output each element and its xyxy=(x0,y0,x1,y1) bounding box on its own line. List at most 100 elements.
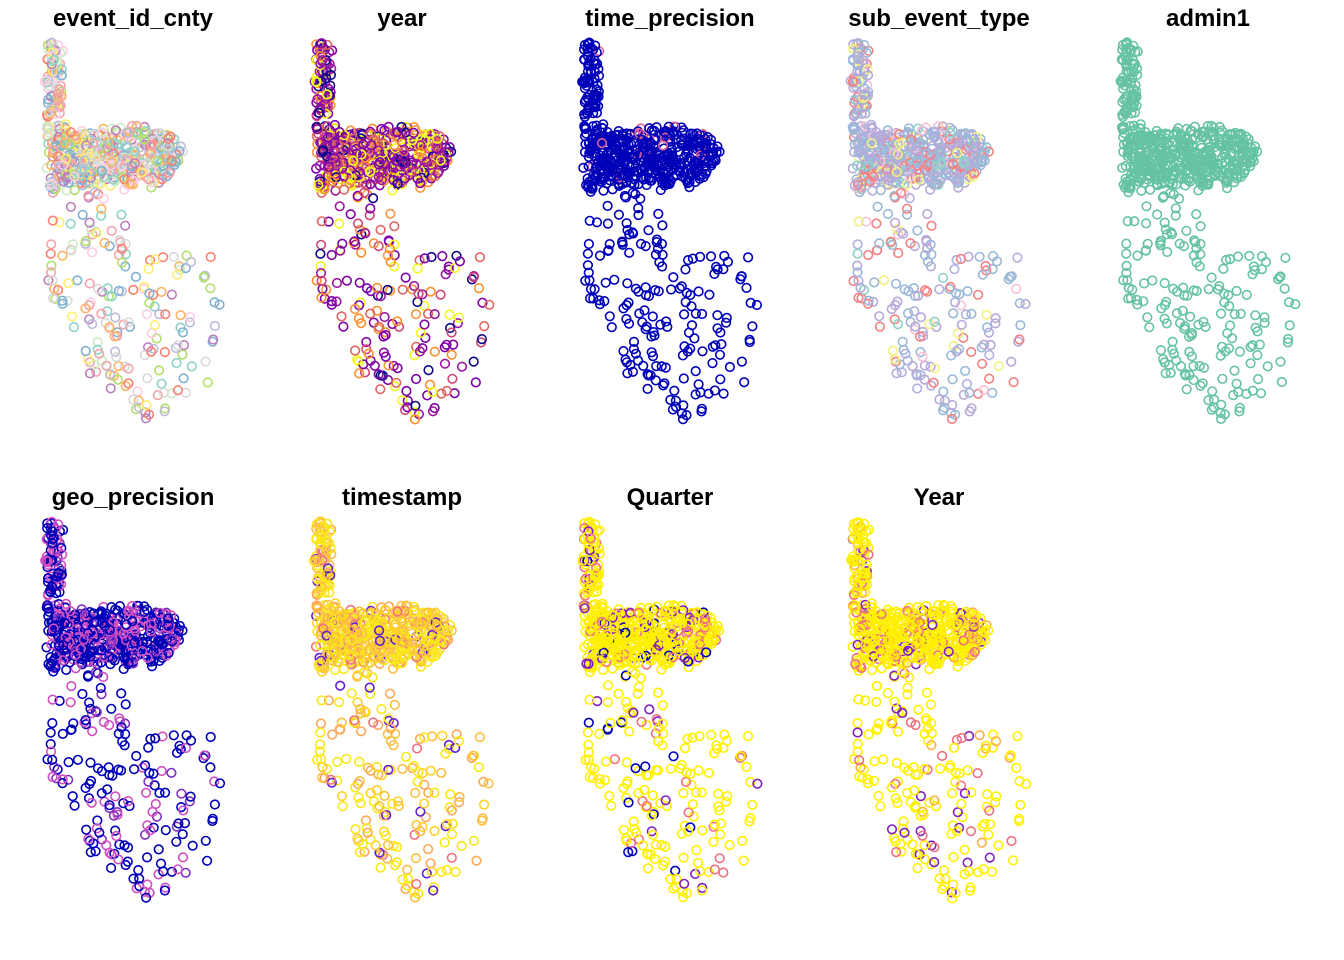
data-point xyxy=(431,137,442,148)
data-point xyxy=(76,164,87,175)
data-point xyxy=(630,348,642,359)
data-point xyxy=(607,134,618,145)
data-point xyxy=(402,395,413,406)
data-point xyxy=(171,836,182,847)
data-point xyxy=(410,309,422,320)
data-point xyxy=(346,688,357,699)
data-point xyxy=(57,295,68,306)
data-point xyxy=(1144,322,1155,333)
data-point xyxy=(660,362,671,373)
data-point xyxy=(60,153,72,164)
data-point xyxy=(691,128,703,139)
data-point xyxy=(384,243,396,254)
data-point xyxy=(133,864,144,876)
data-point xyxy=(456,361,468,372)
data-point xyxy=(709,268,720,280)
data-point xyxy=(668,272,679,283)
data-point xyxy=(156,378,167,389)
data-point xyxy=(106,703,117,714)
data-point xyxy=(106,225,117,236)
data-point xyxy=(323,83,334,94)
data-point xyxy=(589,284,600,295)
data-point xyxy=(365,203,376,214)
data-point xyxy=(912,225,923,236)
data-point xyxy=(582,108,593,119)
data-point xyxy=(962,286,973,297)
data-point xyxy=(875,185,886,196)
data-point xyxy=(345,209,356,220)
data-point xyxy=(368,193,379,204)
data-point xyxy=(208,334,219,345)
data-point xyxy=(751,299,763,311)
data-point xyxy=(1011,283,1022,295)
data-point xyxy=(126,161,137,172)
data-point xyxy=(352,354,363,366)
data-point xyxy=(947,374,958,385)
data-point xyxy=(668,172,679,183)
data-point xyxy=(314,107,325,119)
data-point xyxy=(326,249,337,261)
data-point xyxy=(958,389,969,400)
data-point xyxy=(628,336,640,348)
data-point xyxy=(122,127,133,138)
data-point xyxy=(427,386,438,398)
data-point xyxy=(665,284,677,295)
data-point xyxy=(89,187,101,198)
data-point xyxy=(374,321,385,333)
data-point xyxy=(718,388,729,399)
data-point xyxy=(45,91,57,102)
data-point xyxy=(326,296,337,307)
data-point xyxy=(412,743,423,754)
data-point xyxy=(915,312,927,323)
point-layer xyxy=(1115,37,1301,425)
data-point xyxy=(409,414,421,425)
data-point xyxy=(326,160,337,171)
data-point xyxy=(410,787,421,799)
data-point xyxy=(621,166,633,177)
data-point xyxy=(132,386,143,397)
data-point xyxy=(902,308,914,319)
data-point xyxy=(699,141,710,152)
data-point xyxy=(588,293,599,304)
data-point xyxy=(657,220,668,231)
data-point xyxy=(591,107,603,118)
data-point xyxy=(690,308,702,319)
data-point xyxy=(47,293,59,304)
data-point xyxy=(402,864,413,875)
data-point xyxy=(104,146,115,157)
data-point xyxy=(993,361,1004,372)
data-point xyxy=(665,394,676,406)
data-point xyxy=(448,339,459,350)
data-point xyxy=(373,145,384,156)
data-point xyxy=(144,288,155,299)
data-point xyxy=(177,852,189,863)
data-point xyxy=(429,787,440,798)
data-point xyxy=(966,346,977,358)
data-point xyxy=(66,245,77,256)
data-point xyxy=(642,156,653,168)
data-point xyxy=(1159,278,1170,289)
data-point xyxy=(202,855,213,866)
data-point xyxy=(373,171,384,182)
data-point xyxy=(375,384,386,395)
data-point xyxy=(64,140,75,151)
data-point xyxy=(95,682,106,694)
data-point xyxy=(981,309,992,320)
data-point xyxy=(65,697,76,708)
data-point xyxy=(454,256,466,267)
data-point xyxy=(650,285,661,296)
data-point xyxy=(654,257,665,268)
panel-title: year xyxy=(377,5,426,32)
data-point xyxy=(348,133,359,144)
data-point xyxy=(44,180,55,191)
data-point xyxy=(633,209,644,221)
data-point xyxy=(409,280,420,292)
data-point xyxy=(161,154,172,165)
data-point xyxy=(74,171,85,182)
data-point xyxy=(680,264,691,275)
data-point xyxy=(708,156,719,167)
data-point xyxy=(961,378,973,390)
data-point xyxy=(1259,312,1270,323)
data-point xyxy=(439,837,450,848)
data-point xyxy=(984,373,995,384)
